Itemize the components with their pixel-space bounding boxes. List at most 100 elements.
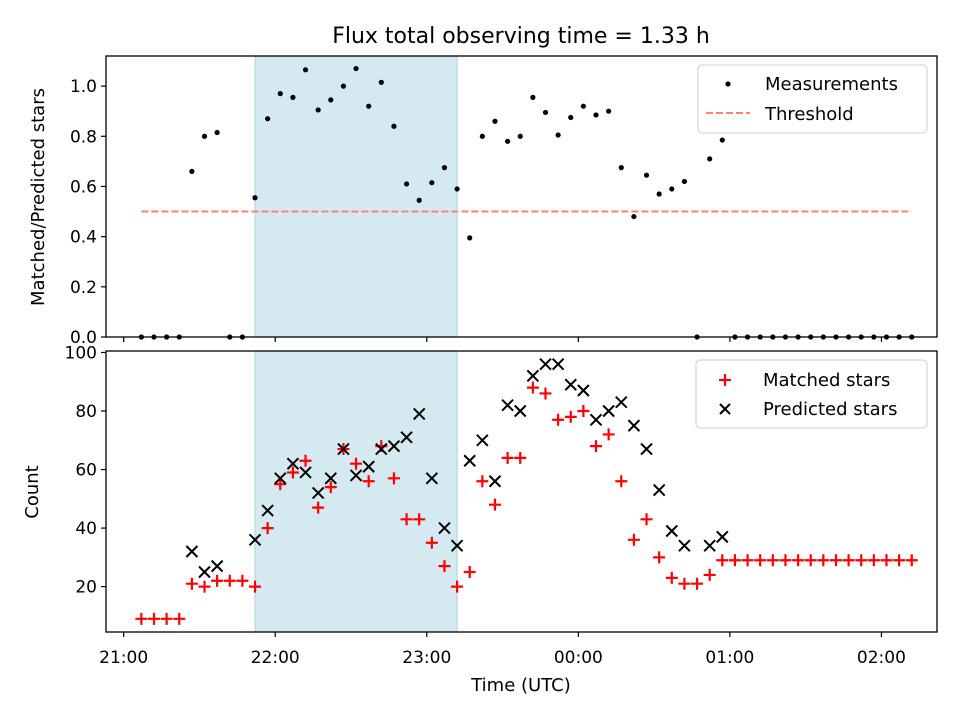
y-tick-label: 0.2 [70,278,97,298]
measurement-point [467,235,473,241]
matched-star-point [147,612,160,625]
matched-star-point [880,554,893,567]
matched-star-point [514,451,527,464]
measurement-point [201,133,208,139]
y-tick-label: 0.8 [70,127,97,147]
measurement-point [290,94,296,100]
matched-star-point [211,574,224,587]
matched-star-point [438,560,451,573]
measurement-point [302,67,309,73]
predicted-star-point [665,524,678,538]
predicted-star-point [349,469,363,482]
matched-star-point [842,554,855,567]
matched-star-point [299,454,312,467]
matched-star-point [792,554,805,567]
predicted-star-point [551,357,565,371]
measurement-point [315,107,321,113]
matched-star-point [653,551,666,564]
predicted-star-point [476,434,489,447]
observing-window-span [254,55,458,338]
y-tick-label: 20 [75,578,97,598]
measurement-point [530,94,536,100]
matched-star-point [362,475,375,488]
matched-star-point [577,405,590,418]
bottom-y-ticks: 20 40 60 80 100 [65,343,106,598]
matched-star-point [387,472,400,485]
y-tick-label: 100 [65,343,97,363]
measurement-point [403,181,410,187]
predicted-star-point [602,404,615,418]
measurement-point [606,108,612,114]
matched-star-point [261,522,274,535]
legend-matched-marker [719,374,731,386]
predicted-star-point [400,431,413,444]
matched-star-point [476,475,489,488]
y-tick-label: 0.6 [70,177,97,197]
measurement-point [429,180,435,186]
predicted-star-point [274,472,287,485]
measurement-point [643,172,650,178]
measurement-point [505,138,511,144]
measurement-point [353,65,359,72]
predicted-star-point [286,457,300,470]
y-tick-label: 60 [75,461,97,481]
matched-stars-points [135,381,918,625]
matched-star-point [678,577,691,590]
measurement-point [580,103,586,109]
top-x-ticks [123,337,883,342]
legend-threshold-label: Threshold [764,104,854,125]
predicted-star-point [337,442,350,456]
predicted-star-point [640,442,653,456]
predicted-stars-points [185,357,729,579]
measurement-point [441,165,448,171]
matched-star-point [350,457,363,470]
matched-star-point [526,381,539,394]
matched-star-point [552,413,565,426]
observing-window-span [254,350,458,633]
predicted-star-point [438,521,451,535]
y-tick-label: 40 [75,519,97,539]
measurement-point [719,137,725,143]
predicted-star-point [450,539,464,552]
matched-star-point [665,571,678,584]
predicted-star-point [526,369,540,383]
bottom-plot-frame [105,350,938,633]
predicted-star-point [678,539,691,552]
matched-star-point [135,612,148,625]
measurement-point [681,178,688,185]
matched-star-point [817,554,830,567]
measurement-point [593,112,599,118]
matched-star-point [223,574,236,587]
matched-star-point [703,568,716,581]
matched-star-point [425,536,438,549]
predicted-star-point [412,407,426,421]
top-chart-title: Flux total observing time = 1.33 h [332,24,710,49]
matched-star-point [274,478,287,491]
matched-star-point [501,451,514,464]
legend-predicted-marker [719,403,731,415]
matched-star-point [615,475,628,488]
matched-star-point [185,577,198,590]
legend-matched-label: Matched stars [763,370,890,391]
predicted-star-point [210,559,224,573]
matched-star-point [463,565,476,578]
x-tick-label: 21:00 [99,648,148,668]
measurement-point [328,97,334,103]
predicted-star-point [261,504,274,517]
matched-star-point [324,481,337,494]
matched-star-point [249,580,262,593]
measurement-point [454,186,460,192]
measurement-point [189,168,195,175]
matched-star-point [905,554,918,567]
x-tick-label: 00:00 [554,648,603,668]
matched-star-point [451,580,464,593]
top-plot-frame [105,55,938,338]
predicted-star-point [375,442,388,456]
predicted-star-point [589,413,603,426]
measurement-point [479,133,485,139]
predicted-star-point [248,533,262,547]
measurement-point [631,213,637,220]
matched-star-point [488,498,501,511]
measurement-point [378,79,384,85]
bottom-legend: Matched stars Predicted stars [695,359,928,429]
